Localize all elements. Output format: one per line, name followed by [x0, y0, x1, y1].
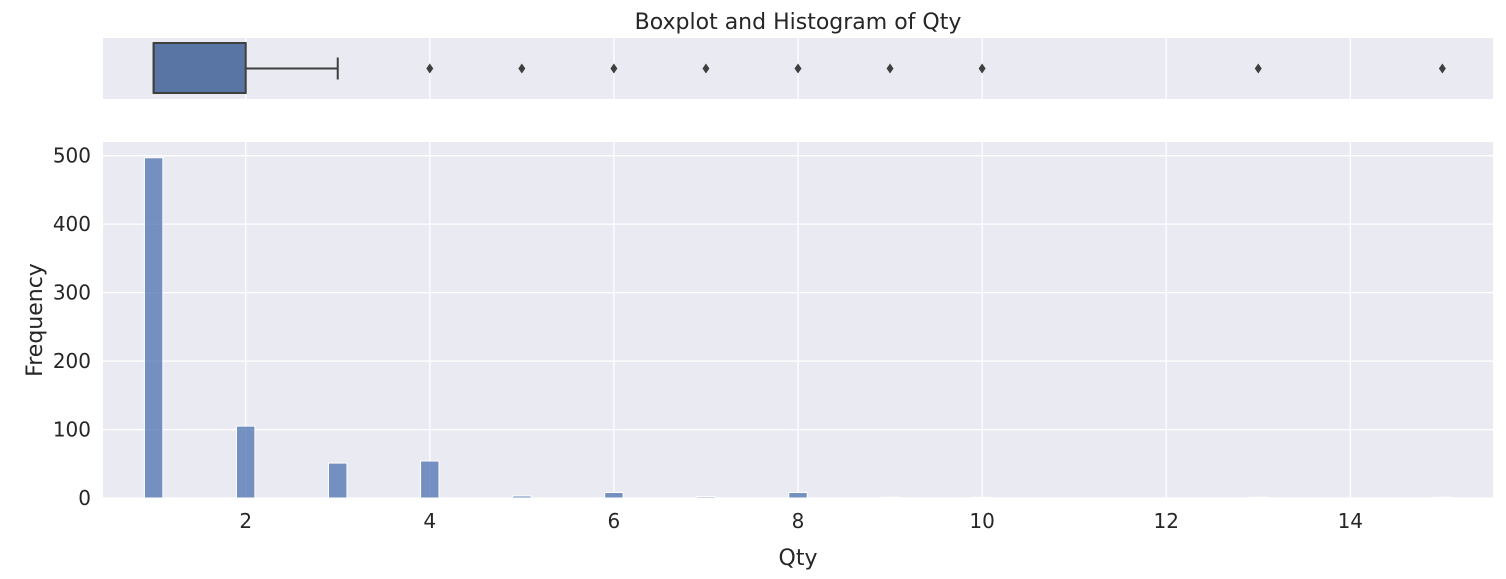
y-tick-label: 200 — [53, 349, 91, 373]
boxplot-outlier — [610, 63, 618, 74]
x-tick-label: 12 — [1153, 509, 1178, 533]
x-tick-label: 2 — [239, 509, 252, 533]
y-tick-label: 500 — [53, 144, 91, 168]
x-tick-label: 6 — [608, 509, 621, 533]
histogram-panel: 2 4 6 8 10 12 14 0 100 200 300 400 500 — [53, 142, 1493, 533]
histogram-bar — [972, 496, 992, 499]
y-tick-label: 400 — [53, 212, 91, 236]
boxplot-outlier — [1254, 63, 1262, 74]
histogram-bar — [328, 462, 348, 499]
histogram-bars — [143, 157, 1453, 499]
boxplot-outlier — [886, 63, 894, 74]
boxplot-outlier — [794, 63, 802, 74]
boxplot-outlier — [518, 63, 526, 74]
boxplot-marks — [152, 42, 1446, 94]
histogram-gridlines — [103, 142, 1493, 499]
x-tick-label: 4 — [423, 509, 436, 533]
chart-title: Boxplot and Histogram of Qty — [635, 10, 962, 35]
boxplot-outlier — [702, 63, 710, 74]
y-tick-label: 0 — [78, 486, 91, 510]
histogram-bar — [880, 496, 900, 499]
histogram-bar — [604, 492, 624, 499]
boxplot-outlier — [426, 63, 434, 74]
histogram-bar — [788, 492, 808, 499]
histogram-bar — [512, 495, 532, 499]
histogram-bar — [1432, 496, 1453, 499]
histogram-bar — [235, 425, 256, 499]
x-tick-label: 14 — [1338, 509, 1363, 533]
histogram-bar — [420, 460, 440, 499]
x-tick-labels: 2 4 6 8 10 12 14 — [239, 509, 1363, 533]
x-tick-label: 8 — [792, 509, 805, 533]
boxplot-outlier — [1438, 63, 1446, 74]
boxplot-panel — [103, 38, 1493, 99]
y-tick-labels: 0 100 200 300 400 500 — [53, 144, 91, 510]
y-tick-label: 300 — [53, 281, 91, 305]
histogram-bar — [1248, 496, 1268, 499]
histogram-bar — [143, 157, 164, 499]
y-tick-label: 100 — [53, 418, 91, 442]
y-axis-label: Frequency — [23, 263, 48, 377]
x-axis-label: Qty — [779, 546, 818, 571]
x-tick-label: 10 — [969, 509, 994, 533]
boxplot-box — [152, 42, 247, 94]
boxplot-outlier — [978, 63, 986, 74]
histogram-bar — [696, 496, 716, 499]
